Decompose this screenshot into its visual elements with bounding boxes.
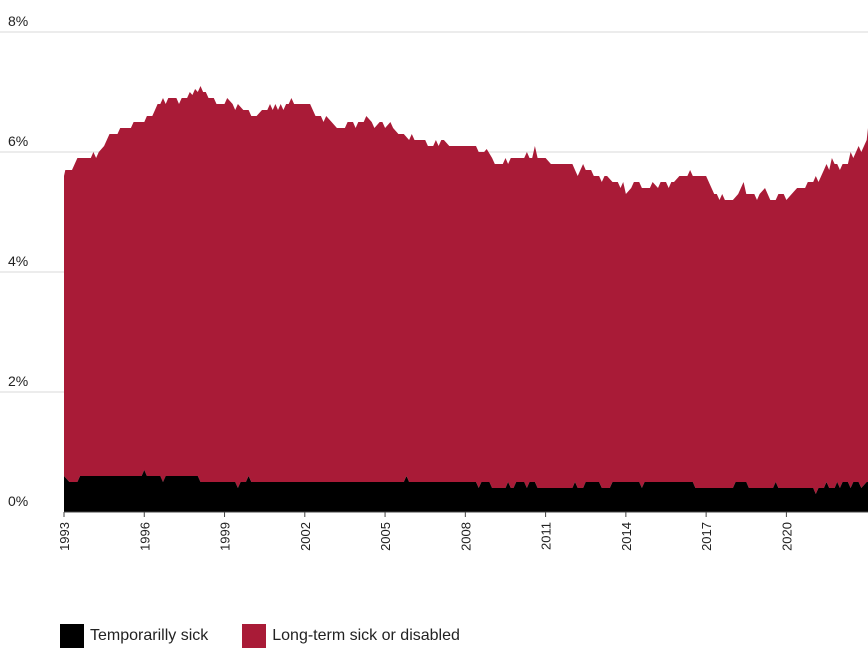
- y-axis-labels: 0% 2% 4% 6% 8%: [8, 13, 28, 509]
- x-tick-label: 2014: [619, 522, 634, 551]
- x-tick-label: 2020: [779, 522, 794, 551]
- legend-label-long-term-sick: Long-term sick or disabled: [272, 627, 460, 644]
- y-tick-label: 4%: [8, 253, 28, 269]
- long-term-sick-area: [64, 86, 868, 494]
- y-tick-label: 6%: [8, 133, 28, 149]
- legend: Temporarilly sick Long-term sick or disa…: [60, 624, 494, 648]
- legend-item-long-term-sick: Long-term sick or disabled: [242, 624, 460, 648]
- legend-swatch-temporarily-sick: [60, 624, 84, 648]
- x-tick-label: 1993: [57, 522, 72, 551]
- legend-swatch-long-term-sick: [242, 624, 267, 648]
- x-tick-label: 2011: [539, 522, 554, 550]
- x-tick-label: 2008: [458, 522, 473, 551]
- temporarily-sick-area: [64, 470, 868, 512]
- legend-label-temporarily-sick: Temporarilly sick: [90, 627, 209, 644]
- x-tick-label: 2005: [378, 522, 393, 551]
- y-tick-label: 0%: [8, 493, 28, 509]
- legend-item-temporarily-sick: Temporarilly sick: [60, 624, 208, 648]
- x-tick-label: 2017: [699, 522, 714, 551]
- x-axis-labels: 1993 1996 1999 2002 2005 2008 2011 2014 2017 2020: [57, 512, 794, 551]
- x-tick-label: 2002: [298, 522, 313, 551]
- x-tick-label: 1999: [218, 522, 233, 551]
- y-tick-label: 2%: [8, 373, 28, 389]
- x-tick-label: 1996: [137, 522, 152, 551]
- y-tick-label: 8%: [8, 13, 28, 29]
- stacked-area-chart: 0% 2% 4% 6% 8% 1993 1996 1999 2002 2005 2008 2011 2…: [0, 13, 868, 551]
